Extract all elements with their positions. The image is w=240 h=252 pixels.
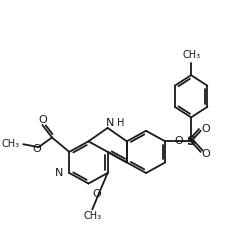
Text: O: O	[93, 189, 102, 199]
Text: O: O	[174, 136, 183, 146]
Text: CH₃: CH₃	[182, 50, 200, 60]
Text: H: H	[117, 118, 125, 128]
Text: O: O	[38, 115, 47, 125]
Text: O: O	[32, 144, 41, 154]
Text: O: O	[201, 149, 210, 159]
Text: N: N	[105, 118, 114, 128]
Text: S: S	[186, 135, 196, 148]
Text: CH₃: CH₃	[1, 139, 19, 149]
Text: O: O	[201, 124, 210, 134]
Text: CH₃: CH₃	[83, 211, 101, 221]
Text: N: N	[55, 168, 64, 178]
